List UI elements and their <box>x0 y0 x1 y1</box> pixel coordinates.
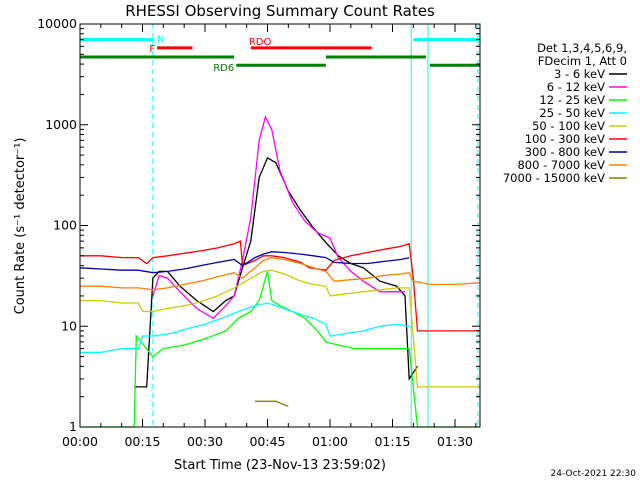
legend-label-3: 12 - 25 keV <box>539 93 605 107</box>
y-axis-ticks: 1 10 100 1000 10000 <box>37 16 480 434</box>
x-tick-label-7: 01:30 <box>437 434 473 449</box>
x-tick-label-5: 01:00 <box>312 434 348 449</box>
flag-label-3: RDO <box>249 37 272 48</box>
legend-header-line-1: Det 1,3,4,5,6,9, <box>537 41 627 55</box>
legend-header-line-2: FDecim 1, Att 0 <box>538 54 627 68</box>
flag-label-2: F <box>149 44 155 55</box>
series-line-7 <box>79 251 410 274</box>
x-tick-label-6: 01:15 <box>374 434 410 449</box>
legend-label-7: 300 - 800 keV <box>525 145 605 159</box>
legend-label-2: 6 - 12 keV <box>547 80 605 94</box>
x-axis-ticks: 00:00 00:15 00:30 00:45 01:00 01:15 01:30 <box>62 24 477 449</box>
x-tick-label-1: 00:00 <box>62 434 98 449</box>
legend-label-8: 800 - 7000 keV <box>517 158 605 172</box>
series-line-4 <box>80 302 410 354</box>
flag-label-5: RD6 <box>213 63 234 74</box>
generation-timestamp: 24-Oct-2021 22:30 <box>551 469 637 479</box>
series-line-6 <box>80 240 480 332</box>
x-tick-label-4: 00:45 <box>249 434 285 449</box>
chart-title: RHESSI Observing Summary Count Rates <box>125 2 435 20</box>
flag-bars: NF RDO RD6 <box>80 35 480 74</box>
series-line-5 <box>80 269 480 388</box>
y-tick-label-1: 1 <box>69 419 77 434</box>
flag-label-1: N <box>157 35 164 46</box>
x-tick-label-2: 00:15 <box>124 434 160 449</box>
series-line-2 <box>152 114 405 320</box>
y-tick-label-2: 10 <box>61 318 77 333</box>
x-axis-label: Start Time (23-Nov-13 23:59:02) <box>174 458 386 473</box>
legend-label-9: 7000 - 15000 keV <box>503 171 605 185</box>
y-tick-label-5: 10000 <box>37 16 77 31</box>
y-axis-label: Count Rate (s⁻¹ detector⁻¹) <box>13 138 28 315</box>
legend-label-1: 3 - 6 keV <box>554 67 605 81</box>
legend-label-5: 50 - 100 keV <box>532 119 605 133</box>
legend-label-4: 25 - 50 keV <box>539 106 605 120</box>
legend-label-6: 100 - 300 keV <box>525 132 605 146</box>
series-lines <box>79 114 481 428</box>
y-tick-label-3: 100 <box>53 218 77 233</box>
x-tick-label-3: 00:30 <box>187 434 223 449</box>
series-line-9 <box>255 400 289 408</box>
y-tick-label-4: 1000 <box>45 117 77 132</box>
series-line-3 <box>80 271 480 428</box>
legend: Det 1,3,4,5,6,9, FDecim 1, Att 0 3 - 6 k… <box>503 41 627 185</box>
series-line-8 <box>80 256 481 291</box>
